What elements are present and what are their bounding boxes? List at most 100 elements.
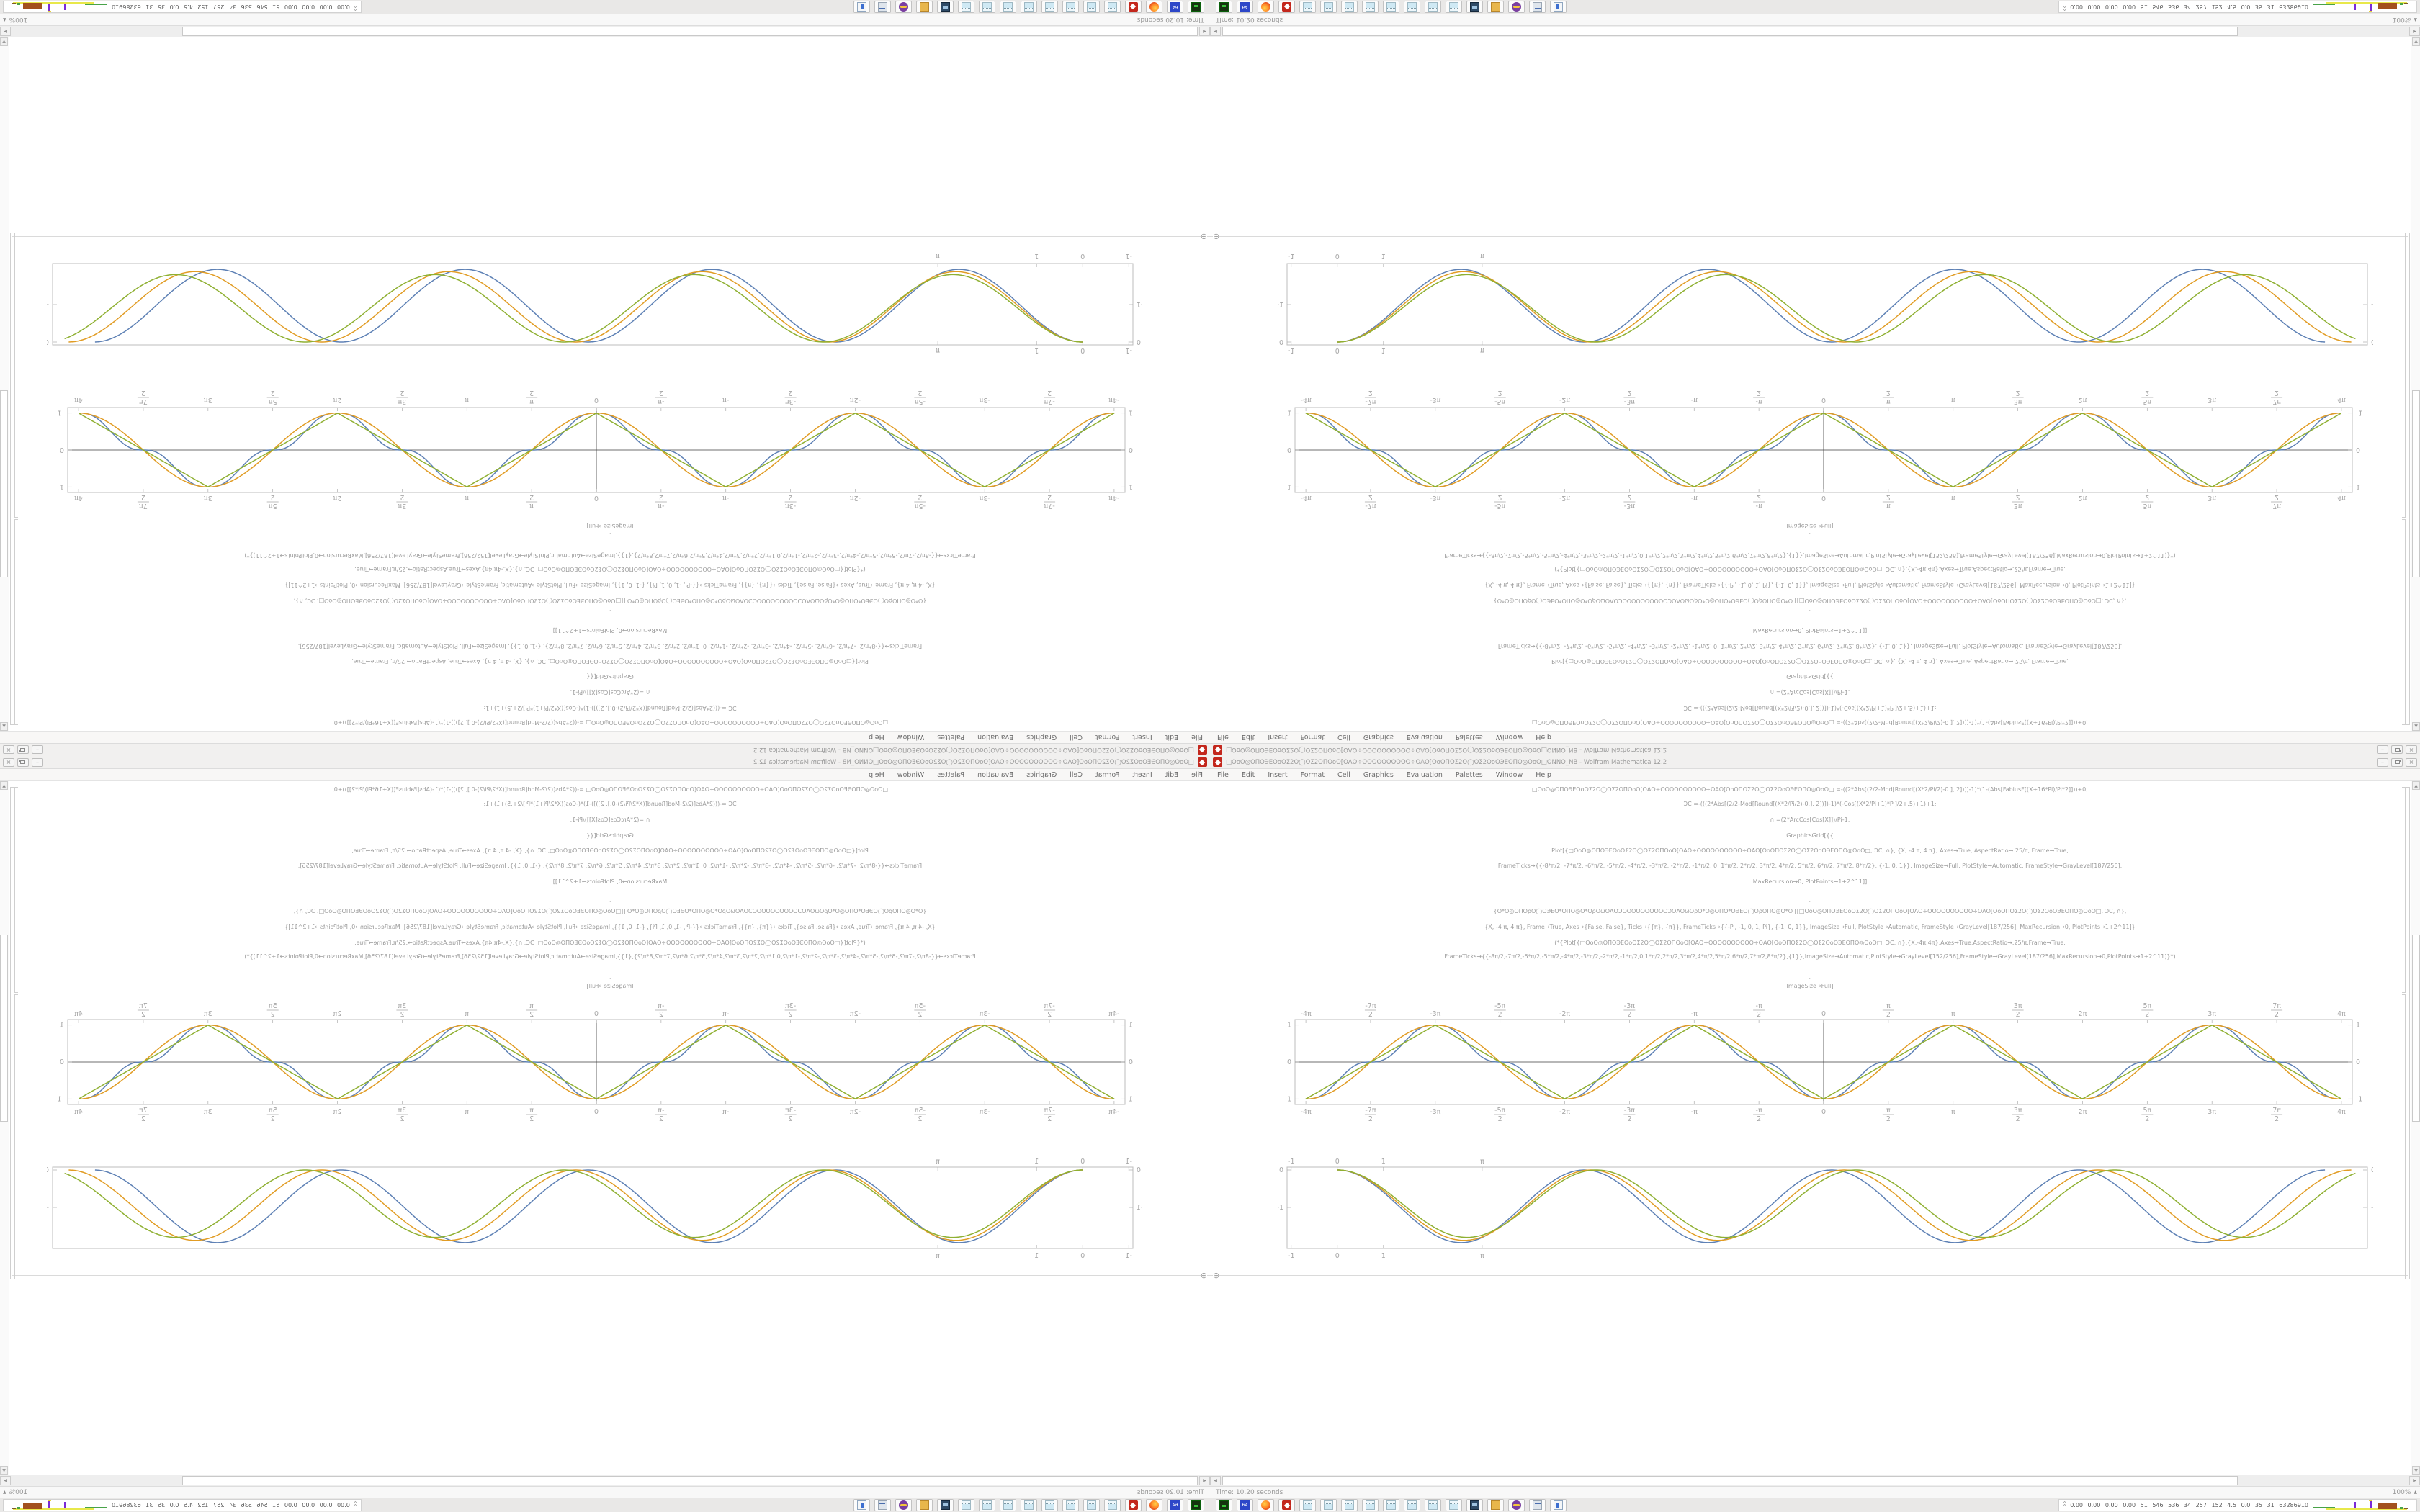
menu-item-format[interactable]: Format — [1300, 770, 1325, 779]
menu-item-window[interactable]: Window — [897, 770, 925, 779]
taskbar-item-notepad[interactable] — [1000, 1499, 1016, 1511]
taskbar-item-terminal[interactable] — [1188, 1, 1204, 13]
taskbar-item-terminal[interactable] — [1216, 1, 1232, 13]
taskbar-item-folder[interactable] — [1487, 1499, 1504, 1511]
taskbar-item-firefox[interactable] — [1146, 1499, 1162, 1511]
code-line[interactable]: Plot[{□ΟοΟ◎ΟΠΟЭΕΟοΟΣ2Ο◯ΟΣ2ΟΠΟοΟ[ΟΑΟ÷ΟΟΟΟ… — [1551, 847, 2069, 854]
code-line[interactable]: ImageSize→Full] — [586, 983, 634, 989]
code-line[interactable]: , — [609, 973, 611, 980]
taskbar-item-notepad[interactable] — [958, 1, 974, 13]
menu-item-cell[interactable]: Cell — [1337, 770, 1350, 779]
taskbar-item-spikey[interactable] — [1125, 1, 1142, 13]
cell-bracket-group[interactable] — [2406, 787, 2410, 1279]
menu-item-evaluation[interactable]: Evaluation — [1406, 733, 1443, 742]
code-line[interactable]: FrameTicks→{{-8*π/2, -7*π/2, -6*π/2, -5*… — [1497, 863, 2123, 869]
taskbar-item-folder[interactable] — [1487, 1, 1504, 13]
cell-bracket-code[interactable] — [2402, 519, 2406, 725]
taskbar-item-folder[interactable] — [916, 1499, 933, 1511]
scroll-right-icon[interactable]: ▶ — [0, 1476, 11, 1485]
horizontal-scrollbar-thumb[interactable] — [1222, 1476, 2238, 1485]
notebook-content[interactable]: □ΟοΟ◎ΟΠΟЭΕΟοΟΣ2Ο◯ΟΣ2ΟΠΟοΟ[ΟΑΟ÷ΟΟΟΟΟΟΟΟΟΟ… — [0, 781, 1210, 1475]
taskbar-item-floppy[interactable]: 64 — [1237, 1499, 1253, 1511]
menu-item-graphics[interactable]: Graphics — [1363, 733, 1394, 742]
menu-item-insert[interactable]: Insert — [1132, 770, 1152, 779]
cell-insertion-line[interactable]: ⊕ — [1210, 232, 2408, 241]
scroll-left-icon[interactable]: ◀ — [1210, 1476, 1221, 1485]
taskbar-item-notepad[interactable] — [1104, 1, 1121, 13]
cell-insertion-line[interactable]: ⊕ — [1210, 1271, 2408, 1280]
code-line[interactable]: FrameTicks→{{-8*π/2, -7*π/2, -6*π/2, -5*… — [1497, 643, 2123, 649]
scroll-right-icon[interactable]: ▶ — [2409, 27, 2420, 36]
taskbar-item-scroll[interactable] — [874, 1499, 891, 1511]
code-line[interactable]: (*{Plot[{□ΟοΟ◎ΟΠΟЭΕΟοΟΣ2Ο◯ΟΣ2ΟΠΟοΟ[ΟΑΟ÷Ο… — [354, 566, 866, 572]
menu-item-insert[interactable]: Insert — [1132, 733, 1152, 742]
code-line[interactable]: Plot[{□ΟοΟ◎ΟΠΟЭΕΟοΟΣ2Ο◯ΟΣ2ΟΠΟοΟ[ΟΑΟ÷ΟΟΟΟ… — [351, 658, 869, 665]
vertical-scrollbar[interactable]: ▲ ▼ — [2411, 37, 2420, 731]
taskbar-item-monitor[interactable] — [1466, 1499, 1483, 1511]
menu-item-evaluation[interactable]: Evaluation — [977, 770, 1014, 779]
code-line[interactable]: (*{Plot[{□ΟοΟ◎ΟΠΟЭΕΟοΟΣ2Ο◯ΟΣ2ΟΠΟοΟ[ΟΑΟ÷Ο… — [1554, 566, 2066, 572]
taskbar-item-purple[interactable] — [1508, 1, 1525, 13]
code-line[interactable]: ImageSize→Full] — [1786, 523, 1834, 529]
magnification-value[interactable]: 100% — [9, 16, 28, 24]
code-line[interactable]: MaxRecursion→0, PlotPoints→1+2^11]] — [552, 878, 668, 885]
code-line[interactable]: MaxRecursion→0, PlotPoints→1+2^11]] — [1752, 627, 1868, 634]
scroll-down-icon[interactable]: ▼ — [0, 1466, 8, 1475]
code-line[interactable]: ƆC =-(((2*Abs[(2/2-Mod[Round[(X*2/Pi/2)-… — [483, 705, 737, 711]
menu-item-palettes[interactable]: Palettes — [937, 733, 965, 742]
menu-item-file[interactable]: File — [1217, 770, 1229, 779]
taskbar-item-floppy[interactable]: 64 — [1237, 1, 1253, 13]
taskbar-item-folder[interactable] — [916, 1, 933, 13]
taskbar-item-notepad[interactable] — [1041, 1, 1058, 13]
code-line[interactable]: FrameTicks→{{-8π/2,-7π/2,-6*π/2,-5*π/2,-… — [244, 552, 976, 559]
taskbar-item-monitor[interactable] — [1466, 1, 1483, 13]
taskbar-item-notepad[interactable] — [1362, 1, 1379, 13]
code-line[interactable]: , — [1809, 896, 1811, 903]
cell-bracket-output[interactable] — [2402, 994, 2406, 1279]
code-line[interactable]: ƆC =-(((2*Abs[(2/2-Mod[Round[(X*2/Pi/2)-… — [1683, 705, 1937, 711]
cell-bracket-code[interactable] — [14, 519, 18, 725]
taskbar-item-notepad[interactable] — [1341, 1499, 1358, 1511]
code-line[interactable]: ∩ =(2*ArcCos[Cos[X]])/Pi-1; — [1770, 689, 1850, 696]
code-line[interactable]: GraphicsGrid[{{ — [1786, 832, 1834, 839]
insert-cell-plus-icon[interactable]: ⊕ — [1200, 1271, 1207, 1280]
magnification-dropdown-icon[interactable]: ▲ — [2414, 1490, 2417, 1495]
code-line[interactable]: ƆC =-(((2*Abs[(2/2-Mod[Round[(X*2/Pi/2)-… — [1683, 801, 1937, 807]
scroll-up-icon[interactable]: ▲ — [0, 781, 8, 790]
restore-button[interactable] — [2391, 757, 2403, 767]
insert-cell-plus-icon[interactable]: ⊕ — [1200, 232, 1207, 241]
taskbar-item-notepad[interactable] — [1041, 1499, 1058, 1511]
taskbar-item-notepad[interactable] — [1062, 1499, 1079, 1511]
minimize-button[interactable]: – — [32, 757, 43, 767]
code-line[interactable]: □ΟοΟ◎ΟΠΟЭΕΟοΟΣ2Ο◯ΟΣ2ΟΠΟοΟ[ΟΑΟ÷ΟΟΟΟΟΟΟΟΟΟ… — [1532, 719, 2088, 726]
code-line[interactable]: ƆC =-(((2*Abs[(2/2-Mod[Round[(X*2/Pi/2)-… — [483, 801, 737, 807]
taskbar-item-notepad[interactable] — [1000, 1, 1016, 13]
scroll-down-icon[interactable]: ▼ — [0, 37, 8, 46]
scroll-left-icon[interactable]: ◀ — [1199, 27, 1210, 36]
menu-item-file[interactable]: File — [1191, 770, 1203, 779]
horizontal-scrollbar[interactable]: ◀ ▶ — [0, 1475, 1210, 1486]
menu-item-cell[interactable]: Cell — [1070, 733, 1083, 742]
menu-item-graphics[interactable]: Graphics — [1026, 733, 1057, 742]
scroll-down-icon[interactable]: ▼ — [2412, 1466, 2420, 1475]
restore-button[interactable] — [17, 757, 29, 767]
menu-item-cell[interactable]: Cell — [1070, 770, 1083, 779]
taskbar-item-winlist[interactable] — [1550, 1, 1567, 13]
taskbar-item-notepad[interactable] — [1299, 1499, 1316, 1511]
taskbar-item-winlist[interactable] — [853, 1499, 870, 1511]
menu-item-insert[interactable]: Insert — [1268, 770, 1288, 779]
menu-item-help[interactable]: Help — [869, 733, 884, 742]
code-line[interactable]: ∩ =(2*ArcCos[Cos[X]])/Pi-1; — [1770, 816, 1850, 823]
minimize-button[interactable]: – — [2377, 745, 2388, 755]
horizontal-scrollbar[interactable]: ◀ ▶ — [1210, 26, 2420, 37]
taskbar-item-spikey[interactable] — [1278, 1, 1295, 13]
menu-item-edit[interactable]: Edit — [1241, 770, 1255, 779]
code-line[interactable]: {Ο*Ο◎ΟΠΟρΟ◯ΟЭΕΟ*ΟΠΟ◎Ο*ΟρΟωΟΑΟƆΟΟΟΟΟΟΟΟΟΟ… — [1493, 908, 2127, 914]
cell-bracket-output[interactable] — [2402, 233, 2406, 518]
horizontal-scrollbar-thumb[interactable] — [182, 27, 1198, 36]
taskbar-item-scroll[interactable] — [1529, 1, 1546, 13]
menu-item-edit[interactable]: Edit — [1165, 733, 1179, 742]
taskbar-item-notepad[interactable] — [979, 1499, 995, 1511]
vertical-scrollbar-thumb[interactable] — [0, 390, 8, 577]
code-line[interactable]: , — [609, 609, 611, 616]
